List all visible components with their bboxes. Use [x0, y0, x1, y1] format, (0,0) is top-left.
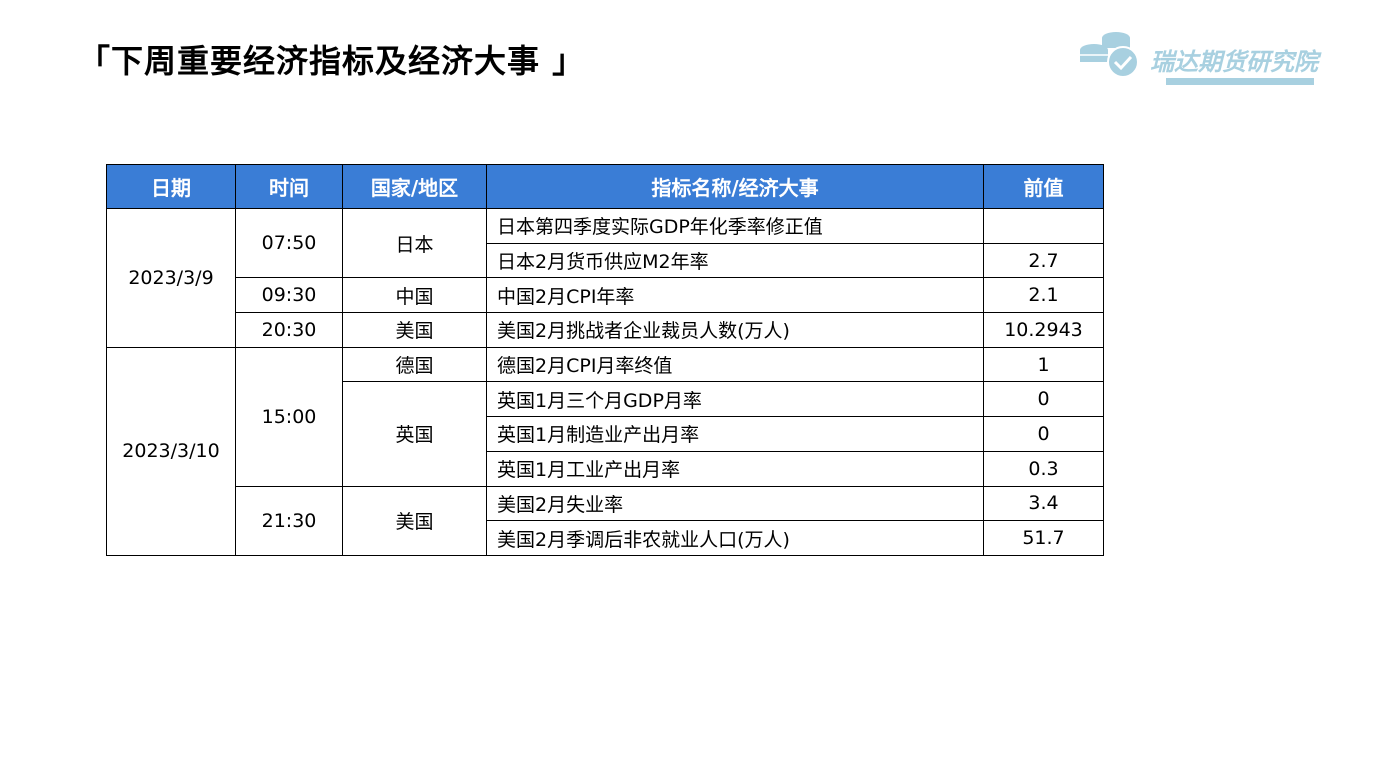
prev-cell: 2.7 — [983, 242, 1104, 279]
date-cell: 2023/3/10 — [106, 346, 236, 556]
prev-cell — [983, 208, 1104, 244]
table-row: 21:30 美国 美国2月失业率 3.4 — [107, 485, 1104, 556]
header-country: 国家/地区 — [342, 164, 487, 209]
page-title: 「下周重要经济指标及经济大事 」 — [78, 42, 586, 80]
indicator-cell: 日本2月货币供应M2年率 — [486, 242, 984, 279]
prev-cell: 10.2943 — [983, 312, 1104, 348]
prev-cell: 51.7 — [983, 520, 1104, 556]
logo-underline — [1166, 78, 1314, 85]
indicator-cell: 中国2月CPI年率 — [486, 277, 984, 314]
prev-cell: 0 — [983, 381, 1104, 418]
table-row: 2023/3/10 15:00 德国 德国2月CPI月率终值 1 — [106, 346, 1104, 556]
table-row: 美国2月季调后非农就业人口(万人) 51.7 — [107, 520, 1104, 556]
country-cell: 英国 — [342, 381, 487, 487]
economic-calendar-table: 日期 时间 国家/地区 指标名称/经济大事 前值 2023/3/9 07:50 … — [106, 164, 1104, 556]
table-row: 2023/3/9 07:50 日本 日本第四季度实际GDP年化季率修正值 — [106, 207, 1104, 348]
prev-cell: 3.4 — [983, 485, 1104, 522]
country-cell: 中国 — [342, 277, 487, 314]
time-cell: 20:30 — [235, 312, 343, 348]
header-indicator: 指标名称/经济大事 — [486, 164, 984, 209]
indicator-cell: 英国1月制造业产出月率 — [486, 416, 984, 452]
time-cell: 09:30 — [235, 277, 343, 314]
indicator-cell: 德国2月CPI月率终值 — [486, 346, 984, 383]
indicator-cell: 英国1月三个月GDP月率 — [486, 381, 984, 418]
country-cell: 德国 — [342, 346, 487, 383]
time-cell: 15:00 — [235, 346, 343, 487]
header-time: 时间 — [235, 164, 343, 209]
indicator-cell: 美国2月挑战者企业裁员人数(万人) — [486, 312, 984, 348]
table-row: 09:30 中国 中国2月CPI年率 2.1 — [107, 277, 1104, 314]
table-row: 20:30 美国 美国2月挑战者企业裁员人数(万人) 10.2943 — [107, 312, 1104, 348]
time-cell: 07:50 — [235, 207, 343, 279]
prev-cell: 2.1 — [983, 277, 1104, 314]
indicator-cell: 美国2月季调后非农就业人口(万人) — [486, 520, 984, 556]
header-date: 日期 — [106, 164, 236, 209]
prev-cell: 0.3 — [983, 450, 1104, 487]
country-cell: 日本 — [342, 207, 487, 279]
logo-text: 瑞达期货研究院 — [1150, 48, 1318, 76]
header-prev: 前值 — [983, 164, 1104, 209]
date-cell: 2023/3/9 — [106, 208, 236, 348]
table-header: 日期 时间 国家/地区 指标名称/经济大事 前值 — [106, 164, 1104, 209]
time-cell: 21:30 — [235, 485, 343, 556]
prev-cell: 1 — [983, 346, 1104, 383]
coins-check-icon — [1080, 32, 1139, 78]
prev-cell: 0 — [983, 416, 1104, 452]
table-row: 英国1月制造业产出月率 0 — [107, 416, 1104, 452]
country-cell: 美国 — [342, 485, 487, 556]
indicator-cell: 日本第四季度实际GDP年化季率修正值 — [486, 208, 984, 244]
logo: 瑞达期货研究院 — [1078, 28, 1318, 86]
country-cell: 美国 — [342, 312, 487, 348]
table-row: 英国 英国1月三个月GDP月率 0 — [107, 381, 1104, 487]
indicator-cell: 美国2月失业率 — [486, 485, 984, 522]
indicator-cell: 英国1月工业产出月率 — [486, 450, 984, 487]
